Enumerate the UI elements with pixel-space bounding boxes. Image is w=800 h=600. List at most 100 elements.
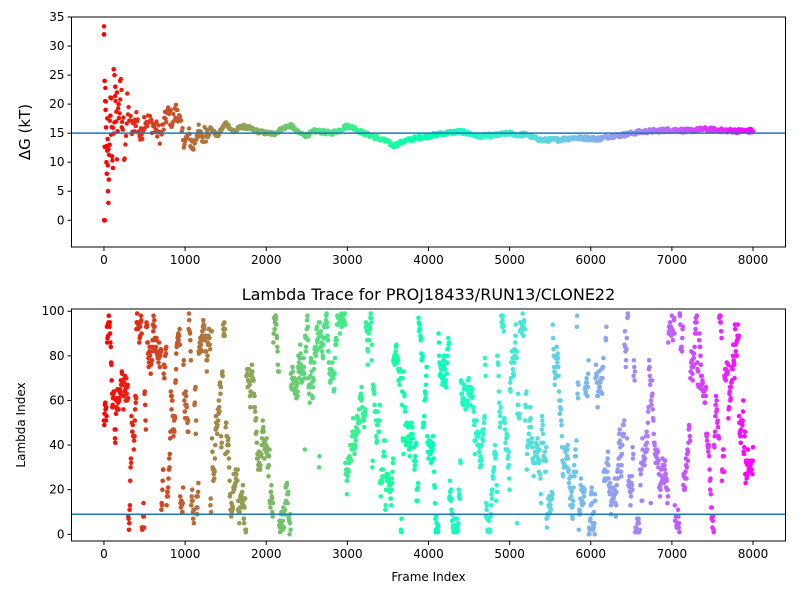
bottom-point: [241, 516, 247, 521]
bottom-point: [393, 349, 399, 354]
bottom-point: [624, 436, 630, 441]
bottom-point: [638, 482, 643, 488]
top-point: [118, 76, 124, 82]
bottom-point: [679, 344, 684, 350]
bottom-point: [307, 400, 313, 406]
bottom-point: [615, 467, 620, 472]
bottom-point: [176, 337, 181, 343]
bottom-point: [607, 480, 613, 486]
top-point: [168, 108, 173, 113]
bottom-point: [742, 445, 747, 450]
bottom-point: [486, 518, 492, 524]
bottom-point: [645, 420, 651, 426]
bottom-point: [586, 358, 591, 363]
bottom-point: [714, 407, 720, 412]
bottom-point: [714, 398, 719, 403]
bottom-point: [303, 349, 309, 354]
bottom-point: [680, 335, 685, 341]
bottom-point: [606, 462, 611, 468]
bottom-point: [222, 333, 227, 339]
bottom-point: [648, 500, 654, 506]
bottom-point: [370, 458, 376, 464]
bottom-point: [698, 353, 703, 359]
bottom-point: [574, 438, 579, 443]
bottom-point: [443, 378, 449, 383]
top-point: [180, 126, 185, 131]
bottom-point: [397, 382, 402, 388]
top-point: [124, 121, 129, 126]
bottom-point: [640, 436, 645, 441]
bottom-point: [193, 384, 198, 390]
top-point: [156, 123, 161, 128]
bottom-point: [476, 431, 481, 437]
bottom-point: [696, 337, 702, 343]
bottom-x-tick-label: 0: [100, 547, 108, 561]
bottom-point: [559, 433, 565, 439]
bottom-point: [143, 427, 149, 432]
bottom-point: [490, 487, 495, 493]
bottom-point: [169, 393, 175, 399]
bottom-point: [258, 462, 263, 468]
bottom-point: [741, 398, 746, 403]
bottom-point: [538, 491, 544, 497]
bottom-point: [537, 458, 543, 464]
bottom-point: [544, 525, 550, 530]
bottom-point: [201, 324, 207, 330]
bottom-point: [415, 480, 421, 486]
bottom-point: [274, 335, 280, 341]
top-point: [126, 104, 131, 110]
bottom-point: [361, 424, 367, 430]
bottom-point: [489, 491, 494, 497]
bottom-point: [270, 509, 275, 515]
bottom-point: [127, 520, 132, 526]
bottom-point: [617, 427, 622, 432]
bottom-point: [188, 349, 193, 354]
bottom-point: [745, 447, 751, 452]
bottom-point: [378, 494, 384, 499]
bottom-point: [538, 476, 543, 481]
bottom-y-tick-label: 20: [49, 483, 64, 497]
bottom-point: [401, 369, 407, 374]
bottom-point: [587, 532, 592, 537]
top-point: [105, 188, 111, 194]
bottom-point: [260, 418, 266, 423]
bottom-point: [589, 500, 595, 506]
bottom-point: [103, 400, 108, 406]
bottom-point: [491, 465, 497, 470]
bottom-point: [601, 355, 606, 361]
bottom-point: [165, 485, 171, 490]
bottom-point: [498, 404, 504, 410]
bottom-x-tick-label: 1000: [170, 547, 201, 561]
bottom-point: [677, 313, 683, 319]
bottom-point: [584, 375, 589, 381]
bottom-point: [442, 366, 448, 372]
bottom-point: [189, 503, 194, 508]
bottom-point: [687, 438, 693, 443]
bottom-point: [507, 476, 512, 481]
bottom-point: [316, 465, 322, 470]
bottom-point: [204, 369, 210, 374]
top-point: [173, 102, 179, 108]
bottom-point: [706, 442, 712, 448]
bottom-point: [740, 422, 745, 428]
bottom-point: [113, 440, 118, 446]
bottom-point: [666, 340, 671, 345]
bottom-point: [261, 424, 266, 430]
bottom-point: [606, 476, 611, 481]
top-y-tick-label: 10: [49, 155, 64, 169]
bottom-point: [366, 331, 372, 336]
bottom-point: [738, 433, 743, 439]
bottom-point: [690, 371, 695, 377]
bottom-point: [528, 404, 533, 410]
bottom-point: [501, 322, 506, 327]
bottom-point: [600, 375, 605, 381]
bottom-point: [242, 496, 248, 501]
top-point: [163, 116, 168, 122]
bottom-point: [235, 467, 240, 472]
bottom-point: [406, 422, 411, 428]
top-scatter-points: [101, 24, 756, 223]
bottom-point: [521, 333, 526, 339]
top-y-ticks: 0 5 10 15 20 25 30 35: [49, 10, 72, 227]
bottom-point: [506, 453, 511, 459]
bottom-point: [342, 311, 348, 316]
